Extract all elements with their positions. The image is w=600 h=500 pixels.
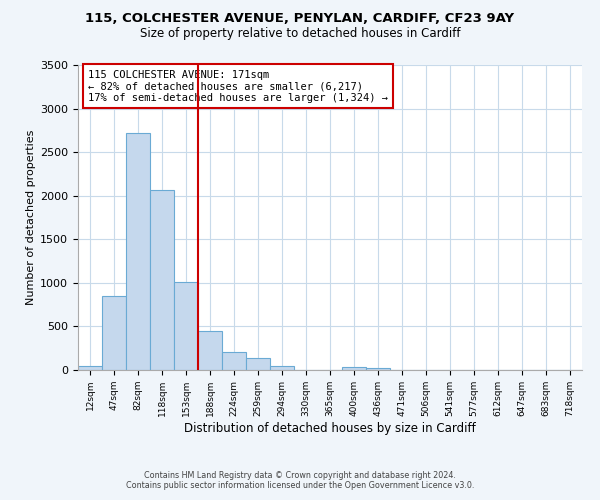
Bar [174,282,198,370]
Bar [126,133,150,370]
Bar [78,366,102,370]
Bar [366,368,390,370]
Bar [270,366,294,370]
Bar [246,358,270,370]
Y-axis label: Number of detached properties: Number of detached properties [26,130,36,305]
Bar [222,352,246,370]
Bar [342,366,366,370]
Bar [102,296,126,370]
Text: 115, COLCHESTER AVENUE, PENYLAN, CARDIFF, CF23 9AY: 115, COLCHESTER AVENUE, PENYLAN, CARDIFF… [85,12,515,26]
Text: Contains HM Land Registry data © Crown copyright and database right 2024.
Contai: Contains HM Land Registry data © Crown c… [126,470,474,490]
Text: Size of property relative to detached houses in Cardiff: Size of property relative to detached ho… [140,28,460,40]
Bar [150,190,174,370]
Bar [198,331,222,370]
Text: 115 COLCHESTER AVENUE: 171sqm
← 82% of detached houses are smaller (6,217)
17% o: 115 COLCHESTER AVENUE: 171sqm ← 82% of d… [88,70,388,103]
X-axis label: Distribution of detached houses by size in Cardiff: Distribution of detached houses by size … [184,422,476,434]
